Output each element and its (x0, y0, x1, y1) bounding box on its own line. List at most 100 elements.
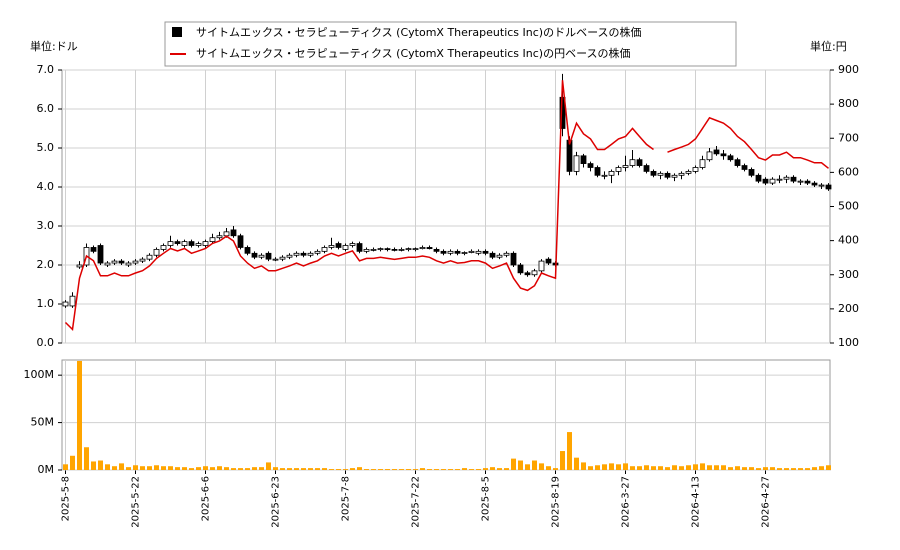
candle-body (76, 264, 83, 268)
volume-bar (280, 468, 285, 470)
volume-bar (693, 464, 698, 470)
x-tick-label: 2026-4-27 (761, 476, 772, 528)
y2-tick-label: 600 (838, 165, 859, 178)
volume-bar (119, 463, 124, 470)
volume-bar (532, 460, 537, 470)
candle-body (258, 254, 265, 258)
candle-body (629, 159, 636, 166)
y-tick-label: 50M (31, 416, 55, 429)
candle-body (167, 241, 174, 246)
x-tick-label: 2026-4-13 (691, 476, 702, 528)
candle-body (671, 174, 678, 178)
volume-bar (595, 465, 600, 470)
volume-bar (826, 465, 831, 470)
candle-body (741, 165, 748, 170)
candle-body (636, 159, 643, 166)
x-tick-label: 2025-5-22 (131, 476, 142, 528)
volume-bar (469, 469, 474, 470)
volume-bar (714, 465, 719, 470)
candle-body (580, 155, 587, 165)
y2-tick-label: 200 (838, 302, 859, 315)
volume-bar (721, 465, 726, 470)
volume-bar (98, 460, 103, 470)
volume-bar (126, 467, 131, 470)
candle-body (104, 262, 111, 266)
candle-body (692, 167, 699, 172)
candle-body (790, 176, 797, 182)
candle-body (419, 247, 426, 250)
candle-body (573, 155, 580, 172)
candle-body (398, 248, 405, 251)
candle-body (461, 252, 468, 254)
candle-body (762, 178, 769, 184)
volume-bar (749, 467, 754, 470)
candle-body (454, 250, 461, 254)
volume-bar (798, 468, 803, 470)
volume-bar (791, 468, 796, 470)
plot-area (61, 359, 831, 471)
volume-bar (763, 467, 768, 470)
candle-body (517, 264, 524, 274)
x-tick-label: 2025-6-6 (201, 476, 212, 521)
candle-body (622, 165, 629, 168)
volume-bar (84, 447, 89, 470)
volume-bar (231, 468, 236, 470)
candle-body (62, 301, 69, 307)
legend-label: サイトムエックス・セラピューティクス (CytomX Therapeutics … (196, 25, 642, 39)
volume-bar (483, 468, 488, 470)
legend-swatch (172, 27, 182, 37)
candle-body (384, 248, 391, 251)
volume-bar (385, 469, 390, 470)
volume-bar (105, 464, 110, 470)
volume-bar (651, 466, 656, 470)
candle-body (202, 241, 209, 246)
candle-body (244, 247, 251, 254)
candle-body (216, 235, 223, 239)
volume-bar (665, 467, 670, 470)
volume-bar (210, 467, 215, 470)
volume-bar (420, 468, 425, 470)
candle-body (391, 248, 398, 251)
volume-bar (294, 468, 299, 470)
volume-bar (287, 468, 292, 470)
candle-body (664, 172, 671, 178)
volume-bar (644, 465, 649, 470)
y2-tick-label: 400 (838, 234, 859, 247)
candle-body (272, 258, 279, 261)
candle-body (90, 247, 97, 252)
candle-body (188, 241, 195, 246)
y-tick-label: 3.0 (37, 219, 55, 232)
candle-body (587, 163, 594, 168)
volume-bar (434, 469, 439, 470)
candle-body (237, 235, 244, 248)
volume-bar (364, 469, 369, 470)
x-tick-label: 2026-3-27 (621, 476, 632, 528)
volume-bar (525, 464, 530, 470)
candle-body (153, 248, 160, 256)
volume-bar (322, 468, 327, 470)
y-axis-unit: 単位:ドル (30, 39, 78, 53)
volume-bar (273, 467, 278, 470)
candle-body (531, 270, 538, 276)
volume-bar (315, 468, 320, 470)
volume-bar (728, 467, 733, 470)
candle-body (125, 262, 132, 266)
volume-bar (238, 468, 243, 470)
volume-bar (553, 468, 558, 470)
y2-tick-label: 100 (838, 336, 859, 349)
volume-bar (392, 469, 397, 470)
volume-bar (266, 462, 271, 470)
volume-bar (609, 463, 614, 470)
volume-bar (154, 465, 159, 470)
y2-tick-label: 800 (838, 97, 859, 110)
candle-body (727, 155, 734, 161)
candle-body (496, 254, 503, 258)
candle-body (307, 252, 314, 256)
candle-body (734, 159, 741, 166)
candle-body (174, 241, 181, 244)
volume-bar (658, 466, 663, 470)
volume-bar (399, 469, 404, 470)
volume-bar (245, 468, 250, 470)
volume-bar (378, 469, 383, 470)
volume-bar (812, 467, 817, 470)
